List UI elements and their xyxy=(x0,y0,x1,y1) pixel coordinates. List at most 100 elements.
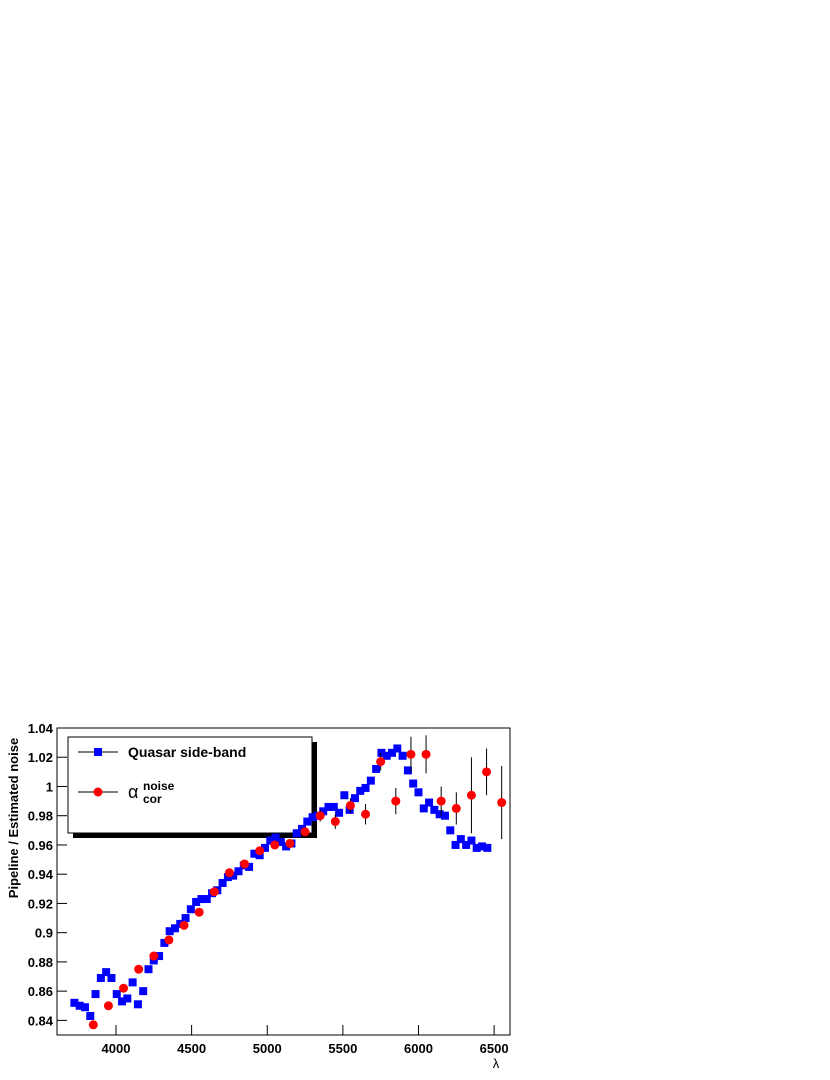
data-point xyxy=(192,897,201,906)
data-point xyxy=(144,965,153,974)
data-point xyxy=(366,776,375,785)
y-axis-label: Pipeline / Estimated noise xyxy=(6,738,21,898)
data-point xyxy=(356,786,365,795)
data-point xyxy=(165,927,174,936)
legend-label: Quasar side-band xyxy=(128,744,246,760)
data-point xyxy=(234,867,243,876)
data-point xyxy=(388,748,397,757)
data-point xyxy=(340,791,349,800)
data-point xyxy=(218,878,227,887)
plot-frame xyxy=(56,727,511,1036)
data-point xyxy=(276,838,285,847)
data-point xyxy=(398,751,407,760)
y-tick-label: 0.9 xyxy=(35,926,53,941)
data-point xyxy=(202,895,211,904)
data-point xyxy=(91,990,100,999)
data-point xyxy=(133,1000,142,1009)
legend-label-sub: cor xyxy=(143,792,162,806)
data-point xyxy=(467,836,476,845)
legend-label-sup: noise xyxy=(143,779,175,793)
data-point xyxy=(194,907,204,917)
data-point xyxy=(456,835,465,844)
data-point xyxy=(319,807,328,816)
data-point xyxy=(103,1001,113,1011)
data-point xyxy=(350,794,359,803)
data-point xyxy=(255,846,265,856)
data-point xyxy=(308,813,317,822)
data-point xyxy=(123,994,132,1003)
data-point xyxy=(421,749,431,759)
data-point xyxy=(260,843,269,852)
data-point xyxy=(382,751,391,760)
x-tick-label: 5000 xyxy=(253,1041,282,1056)
data-point xyxy=(245,862,254,871)
data-point xyxy=(483,843,492,852)
data-point xyxy=(440,811,449,820)
data-point xyxy=(80,1003,89,1012)
data-point xyxy=(271,833,280,842)
data-point xyxy=(179,920,189,930)
data-point xyxy=(361,809,371,819)
data-point xyxy=(425,798,434,807)
data-point xyxy=(482,767,492,777)
data-point xyxy=(75,1001,84,1010)
data-point xyxy=(330,817,340,827)
data-point xyxy=(377,748,386,757)
data-point xyxy=(403,766,412,775)
x-tick-label: 6500 xyxy=(480,1041,509,1056)
data-point xyxy=(186,905,195,914)
data-point xyxy=(209,887,219,897)
data-point xyxy=(372,764,381,773)
data-point xyxy=(88,1020,98,1030)
data-point xyxy=(155,952,164,961)
y-tick-label: 0.96 xyxy=(28,838,53,853)
data-point xyxy=(149,951,159,961)
data-point xyxy=(197,895,206,904)
data-point xyxy=(224,868,234,878)
data-point xyxy=(466,790,476,800)
data-point xyxy=(300,827,310,837)
legend-label: α xyxy=(128,782,138,802)
legend-marker xyxy=(93,787,103,797)
data-point xyxy=(345,800,355,810)
y-tick-label: 0.86 xyxy=(28,984,53,999)
data-point xyxy=(393,744,402,753)
data-point xyxy=(107,973,116,982)
data-point xyxy=(435,810,444,819)
data-point xyxy=(128,978,137,987)
data-point xyxy=(223,873,232,882)
data-point xyxy=(229,871,238,880)
data-point xyxy=(282,842,291,851)
data-point xyxy=(266,836,275,845)
data-point xyxy=(315,811,325,821)
data-point xyxy=(406,749,416,759)
data-point xyxy=(391,796,401,806)
legend xyxy=(67,736,313,834)
legend-marker xyxy=(94,748,102,756)
x-tick-label: 5500 xyxy=(328,1041,357,1056)
data-point xyxy=(112,990,121,999)
data-point xyxy=(335,808,344,817)
data-point xyxy=(119,983,129,993)
data-point xyxy=(250,849,259,858)
data-point xyxy=(436,796,446,806)
x-axis-label: λ xyxy=(493,1056,500,1071)
data-point xyxy=(329,802,338,811)
data-point xyxy=(134,964,144,974)
data-point xyxy=(160,938,169,947)
y-tick-label: 0.84 xyxy=(28,1013,54,1028)
data-point xyxy=(303,817,312,826)
y-tick-label: 1.02 xyxy=(28,750,53,765)
data-point xyxy=(324,802,333,811)
x-tick-label: 6000 xyxy=(404,1041,433,1056)
data-point xyxy=(451,803,461,813)
y-tick-label: 1.04 xyxy=(28,721,54,736)
y-tick-label: 0.92 xyxy=(28,896,53,911)
data-point xyxy=(497,798,507,808)
data-point xyxy=(446,826,455,835)
data-point xyxy=(164,935,174,945)
data-point xyxy=(240,859,250,869)
y-tick-label: 0.94 xyxy=(28,867,54,882)
data-point xyxy=(361,783,370,792)
